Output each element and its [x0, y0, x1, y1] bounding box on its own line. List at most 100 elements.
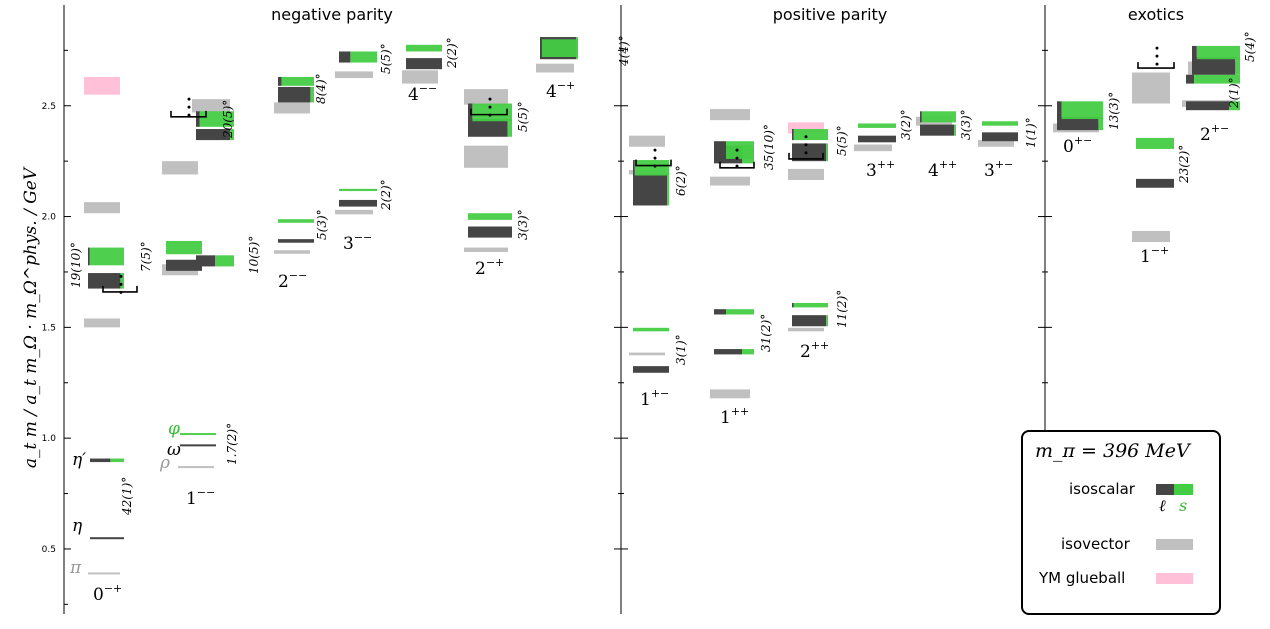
mixing-angle-label: 3(3)° [516, 209, 530, 240]
isovector-level [178, 466, 214, 469]
isoscalar-level-strange [215, 255, 234, 267]
mixing-angle-label: 13(3)° [1107, 92, 1121, 130]
isovector-level [402, 70, 438, 84]
jpc-label: 2++ [800, 339, 829, 362]
mixing-angle-label: 19(10)° [69, 242, 83, 288]
y-tick-label: 1.5 [42, 323, 56, 333]
mixing-angle-labels: 42(1)° 19(10)° 7(5)° 10(5)° 1.7(2)° 20(5)° 5(3… [69, 31, 1257, 516]
isoscalar-level-light [1186, 74, 1195, 84]
isoscalar-level-light [920, 111, 922, 123]
isoscalar-level-light [166, 259, 202, 271]
isoscalar-level-strange [230, 129, 234, 141]
continuation-dot [187, 105, 191, 109]
isoscalar-level-light [278, 76, 282, 86]
continuation-dot [1155, 54, 1159, 58]
glueball-level [84, 76, 120, 95]
jpc-label: 1++ [720, 405, 749, 428]
isoscalar-level-strange [1196, 45, 1240, 60]
isoscalar-level-light [468, 226, 512, 238]
isoscalar-level-strange [281, 76, 314, 86]
isoscalar-level-light [196, 129, 231, 141]
isovector-level [788, 168, 824, 180]
isoscalar-level-light [714, 309, 726, 315]
meson-label-omega: ω [167, 440, 181, 460]
continuation-dot [488, 97, 492, 101]
isovector-level [162, 161, 198, 175]
isoscalar-level-light [90, 537, 124, 540]
continuation-dot [735, 164, 739, 168]
mixing-angle-label: 35(10)° [762, 124, 776, 170]
glueball-layer [84, 76, 824, 134]
isoscalar-level-strange [507, 119, 512, 137]
legend: m_π = 396 MeV isoscalar ℓ s isovector YM… [1021, 430, 1221, 615]
isoscalar-level-light [1057, 116, 1099, 131]
mixing-angle-label: 3(3)° [959, 109, 973, 140]
mixing-angle-label: 10(5)° [247, 236, 261, 274]
y-tick-label: 0.5 [42, 545, 56, 555]
state-bracket [788, 152, 824, 160]
legend-swatch-glueball [1156, 573, 1193, 584]
isoscalar-level-strange [1235, 57, 1240, 75]
meson-label-rho: ρ [159, 453, 170, 473]
mixing-angle-label: 1.7(2)° [225, 423, 239, 465]
jpc-label: 2−+ [475, 256, 504, 279]
meson-labels: π η η′ ρ ω φ [69, 419, 181, 578]
isoscalar-level-light [792, 143, 827, 162]
isovector-level [1132, 72, 1170, 104]
meson-label-pi: π [69, 558, 82, 578]
mixing-angle-label: 5(3)° [315, 209, 329, 240]
isoscalar-level-light [714, 349, 742, 355]
legend-swatch-light [1156, 484, 1174, 495]
legend-strange-symbol: s [1179, 496, 1188, 515]
isoscalar-level-strange [1098, 116, 1103, 131]
legend-title: m_π = 396 MeV [1035, 440, 1190, 462]
isoscalar-level-strange [199, 111, 234, 127]
continuation-dot [735, 148, 739, 152]
isovector-level [162, 268, 198, 276]
continuation-dot [119, 274, 123, 278]
isoscalar-level-strange [826, 315, 828, 327]
isoscalar-level-strange [742, 349, 754, 355]
isoscalar-level-light [88, 247, 90, 266]
isovector-level [464, 145, 508, 168]
continuation-dot [653, 156, 657, 160]
y-tick-label: 2.0 [42, 213, 57, 223]
isovector-level [854, 144, 892, 152]
y-axis-label: a_t m / a_t m_Ω · m_Ω^phys. / GeV [21, 166, 41, 468]
isoscalar-level-light [792, 302, 794, 308]
mixing-angle-label: 2(1)° [1227, 77, 1241, 109]
isoscalar-level-light [982, 132, 1018, 142]
continuation-dot [488, 105, 492, 109]
isoscalar-level-light [1192, 45, 1197, 60]
continuation-dot [187, 97, 191, 101]
isoscalar-level-light [339, 51, 351, 63]
isoscalar-level-strange [982, 121, 1018, 126]
continuation-dot [488, 113, 492, 117]
isoscalar-level-strange [89, 247, 124, 266]
isoscalar-level-light [339, 199, 377, 207]
isoscalar-level-strange [921, 111, 956, 123]
isoscalar-layer [88, 37, 1240, 540]
continuation-dot [804, 135, 808, 139]
isoscalar-level-light [180, 444, 216, 447]
isoscalar-level-strange [1136, 137, 1174, 149]
isoscalar-level-strange [110, 458, 124, 463]
isovector-level [274, 250, 310, 254]
jpc-label: 1+− [640, 387, 669, 410]
jpc-label: 3++ [866, 158, 895, 181]
continuation-dot [1155, 62, 1159, 66]
jpc-label: 0+− [1063, 134, 1092, 157]
jpc-label: 4−− [408, 82, 437, 105]
mixing-angle-label: 42(1)° [120, 477, 134, 516]
jpc-label: 0−+ [93, 582, 122, 605]
mixing-angle-label: 4(4)° [617, 35, 631, 67]
isovector-level [710, 389, 750, 399]
section-title-positive: positive parity [773, 5, 888, 24]
legend-light-symbol: ℓ [1159, 496, 1166, 515]
jpc-labels: 0−+ 1−− 2−− 3−− 4−− 2−+ 4−+ 1+− 1++ 2++ 3++ 4++ 3+− 0… [93, 79, 1229, 605]
mixing-angle-label: 5(4)° [1243, 31, 1257, 62]
legend-swatch-isovector [1156, 539, 1193, 550]
isoscalar-level-light [633, 174, 668, 206]
continuation-dot [804, 143, 808, 147]
